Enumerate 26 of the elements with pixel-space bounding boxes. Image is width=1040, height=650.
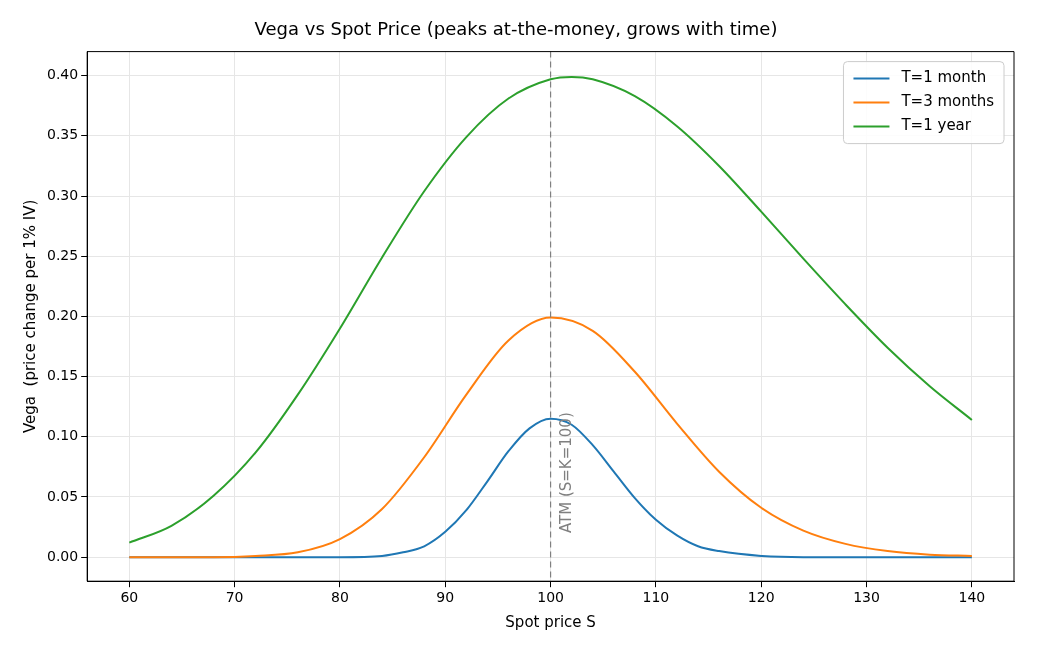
legend-label: T=3 months bbox=[900, 92, 995, 111]
x-tick-label: 110 bbox=[642, 589, 670, 606]
line-series bbox=[128, 316, 973, 559]
y-tick-label: 0.30 bbox=[47, 186, 79, 203]
x-tick-label: 120 bbox=[747, 589, 775, 606]
y-tick-label: 0.40 bbox=[47, 66, 79, 83]
legend-label: T=1 month bbox=[900, 68, 987, 87]
x-tick-label: 80 bbox=[331, 589, 349, 606]
chart-title: Vega vs Spot Price (peaks at-the-money, grows with time) bbox=[254, 18, 778, 40]
x-tick-label: 100 bbox=[537, 589, 564, 606]
y-tick-label: 0.15 bbox=[47, 367, 79, 384]
y-tick-label: 0.20 bbox=[47, 307, 79, 324]
legend-label: T=1 year bbox=[900, 116, 972, 135]
x-tick-label: 60 bbox=[120, 589, 139, 606]
y-tick-label: 0.25 bbox=[47, 246, 79, 263]
y-tick-label: 0.00 bbox=[47, 547, 79, 564]
y-axis-title: Vega (price change per 1% IV) bbox=[20, 199, 39, 434]
x-tick-label: 90 bbox=[436, 589, 455, 606]
x-tick-label: 70 bbox=[225, 589, 244, 606]
y-tick-label: 0.10 bbox=[47, 427, 79, 444]
x-tick-label: 130 bbox=[853, 589, 880, 606]
ref-line-label: ATM (S=K=100) bbox=[556, 412, 575, 534]
y-tick-label: 0.35 bbox=[47, 126, 79, 143]
x-axis-title: Spot price S bbox=[505, 612, 596, 631]
y-tick-label: 0.05 bbox=[47, 487, 79, 504]
x-tick-label: 140 bbox=[958, 589, 986, 606]
